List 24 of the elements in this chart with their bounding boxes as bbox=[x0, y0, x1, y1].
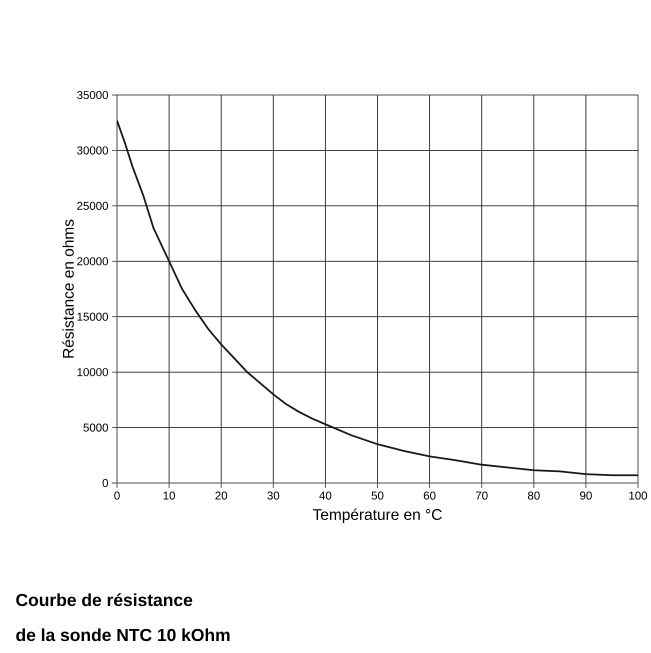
x-tick-label: 80 bbox=[528, 492, 540, 500]
x-tick-label: 100 bbox=[629, 492, 648, 500]
x-tick-label: 90 bbox=[580, 492, 592, 500]
x-tick-label: 10 bbox=[164, 492, 176, 500]
x-tick-label: 70 bbox=[476, 492, 488, 500]
y-tick-label: 35000 bbox=[77, 90, 108, 100]
y-tick-label: 30000 bbox=[77, 146, 108, 154]
x-tick-label: 0 bbox=[114, 492, 120, 500]
text: de la sonde NTC 10 kOhm bbox=[16, 628, 230, 642]
y-tick-label: 5000 bbox=[83, 424, 108, 432]
x-tick-label: 60 bbox=[424, 492, 436, 500]
y-tick-label: 15000 bbox=[77, 312, 108, 321]
x-tick-label: 40 bbox=[319, 492, 332, 500]
y-tick-label: 25000 bbox=[77, 202, 108, 210]
y-axis-title: Résistance en ohms bbox=[62, 220, 74, 358]
x-tick-label: 50 bbox=[372, 492, 384, 500]
x-tick-label: 30 bbox=[267, 492, 280, 500]
y-tick-label: 20000 bbox=[77, 257, 108, 266]
y-tick-label: 10000 bbox=[77, 368, 108, 376]
x-tick-label: 20 bbox=[215, 492, 228, 500]
text: Courbe de résistance bbox=[16, 593, 192, 606]
y-tick-label: 0 bbox=[102, 478, 108, 488]
line-series bbox=[117, 120, 638, 476]
x-axis-title: Température en °C bbox=[312, 508, 442, 524]
